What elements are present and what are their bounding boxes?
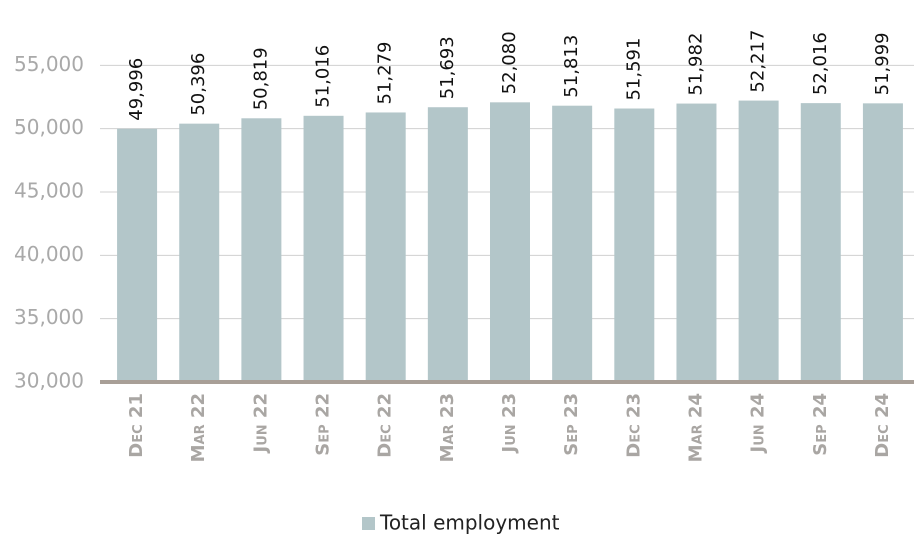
legend-label: Total employment xyxy=(379,511,560,535)
bar xyxy=(862,103,903,382)
x-tick-label: Mar 23 xyxy=(437,393,458,462)
bar xyxy=(800,103,841,382)
bar xyxy=(552,105,593,383)
y-tick-label: 55,000 xyxy=(14,52,84,76)
x-tick-label: Sep 22 xyxy=(313,393,334,456)
value-label: 52,080 xyxy=(499,31,520,94)
y-tick-label: 30,000 xyxy=(14,369,84,393)
value-label: 51,693 xyxy=(437,36,458,99)
y-tick-label: 45,000 xyxy=(14,179,84,203)
value-label: 52,016 xyxy=(810,32,831,95)
x-tick-label: Dec 21 xyxy=(126,393,147,458)
x-tick-label: Sep 23 xyxy=(561,393,582,456)
bar xyxy=(738,100,779,383)
x-tick-label: Dec 22 xyxy=(375,393,396,458)
value-label: 51,999 xyxy=(872,32,893,95)
bar xyxy=(303,115,344,382)
x-tick-label: Jun 23 xyxy=(499,393,520,454)
x-tick-label: Mar 22 xyxy=(188,393,209,462)
y-tick-label: 50,000 xyxy=(14,115,84,139)
bar xyxy=(365,112,406,382)
bar xyxy=(117,128,158,382)
value-label: 51,982 xyxy=(685,33,706,96)
value-label: 50,819 xyxy=(250,47,271,110)
x-tick-label: Jun 22 xyxy=(250,393,271,454)
legend-swatch xyxy=(362,517,375,530)
value-label: 50,396 xyxy=(188,53,209,116)
y-tick-label: 40,000 xyxy=(14,242,84,266)
x-tick-label: Mar 24 xyxy=(685,393,706,462)
x-tick-label: Dec 23 xyxy=(623,393,644,458)
bar xyxy=(241,118,282,382)
x-tick-label: Jun 24 xyxy=(748,393,769,454)
y-tick-label: 35,000 xyxy=(14,305,84,329)
value-label: 49,996 xyxy=(126,58,147,121)
x-tick-label: Sep 24 xyxy=(810,393,831,456)
value-label: 52,217 xyxy=(748,30,769,93)
value-label: 51,813 xyxy=(561,35,582,98)
bar xyxy=(676,103,717,382)
bar xyxy=(614,108,655,382)
bar xyxy=(490,102,530,382)
value-label: 51,016 xyxy=(313,45,334,108)
bar xyxy=(179,123,220,382)
bar xyxy=(427,107,468,383)
x-tick-label: Dec 24 xyxy=(872,393,893,458)
value-label: 51,279 xyxy=(375,41,396,104)
value-label: 51,591 xyxy=(623,38,644,101)
